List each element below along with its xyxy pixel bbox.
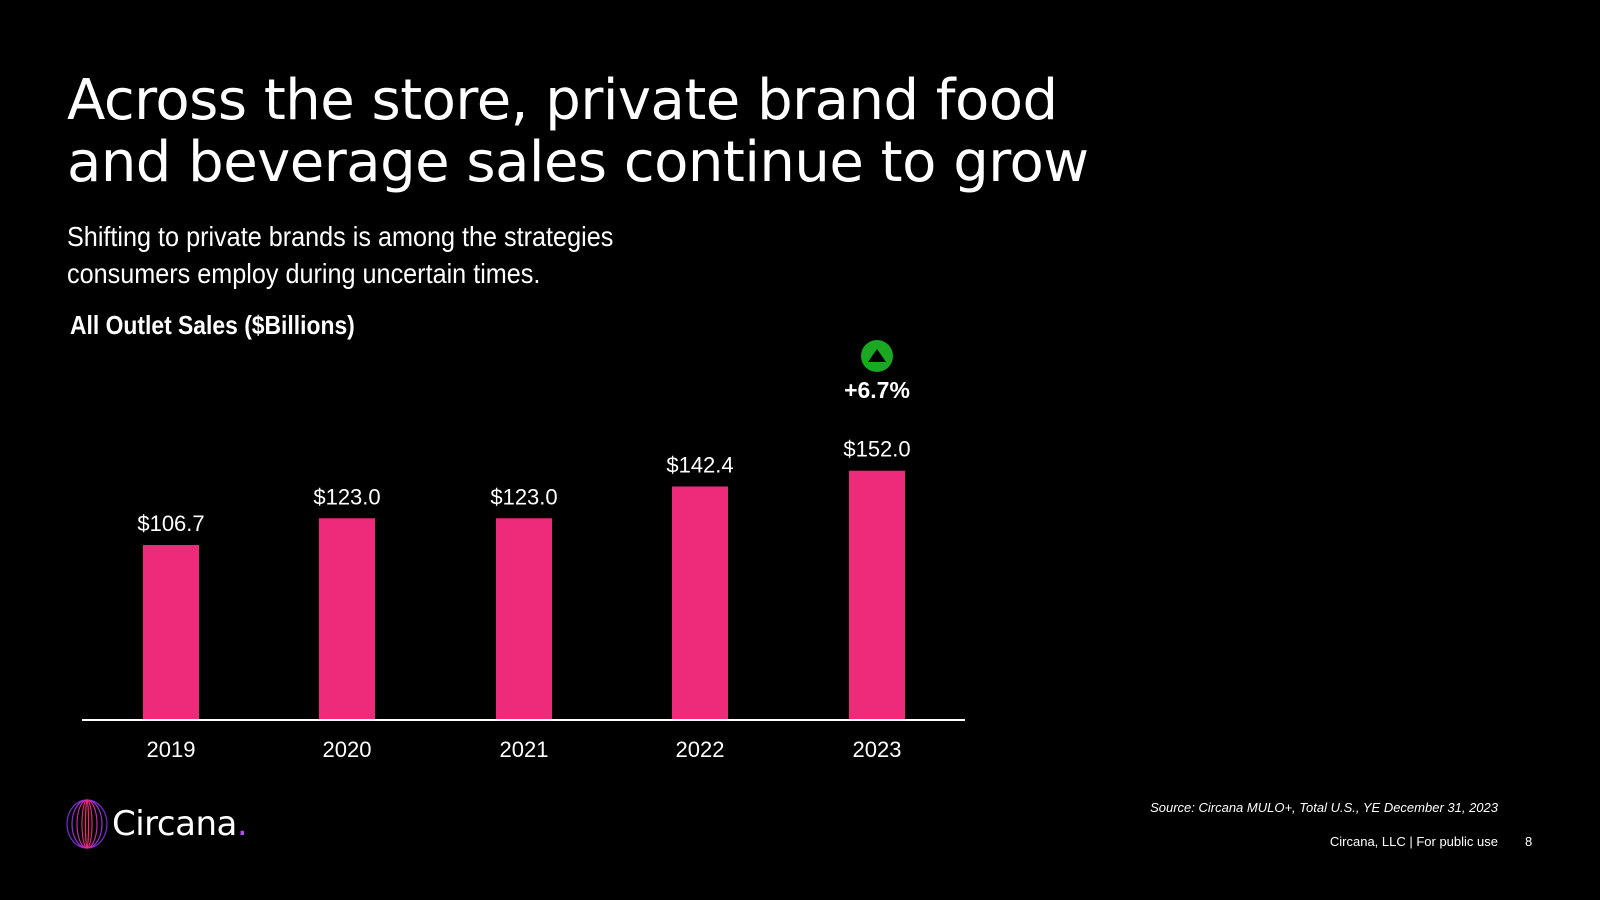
subtitle-line-1: Shifting to private brands is among the … (67, 221, 614, 252)
change-label: +6.7% (844, 377, 910, 403)
x-tick-label-2021: 2021 (500, 737, 549, 762)
value-label-2021: $123.0 (490, 484, 557, 509)
value-label-2020: $123.0 (313, 484, 380, 509)
bar-2019 (143, 545, 199, 720)
logo-wordmark: Circana (112, 804, 237, 844)
slide-title: Across the store, private brand food and… (67, 70, 1367, 194)
value-label-2023: $152.0 (843, 437, 910, 462)
bar-2021 (496, 518, 552, 720)
slide-subtitle: Shifting to private brands is among the … (67, 218, 751, 292)
x-tick-label-2019: 2019 (147, 737, 196, 762)
page-number: 8 (1525, 834, 1533, 849)
bar-2023 (849, 470, 905, 720)
footer-text: Circana, LLC | For public use (1329, 834, 1498, 849)
circana-logo: Circana . (64, 798, 248, 850)
logo-wordmark-dot: . (236, 804, 248, 844)
value-label-2019: $106.7 (137, 511, 204, 536)
circana-logo-icon (66, 799, 108, 849)
bar-2022 (672, 486, 728, 720)
x-tick-label-2023: 2023 (853, 737, 902, 762)
chart-title: All Outlet Sales ($Billions) (70, 310, 355, 340)
bar-2020 (319, 518, 375, 720)
x-tick-label-2020: 2020 (323, 737, 372, 762)
title-line-2: and beverage sales continue to grow (67, 130, 1089, 195)
title-line-1: Across the store, private brand food (67, 68, 1058, 133)
value-label-2022: $142.4 (666, 452, 733, 477)
source-note: Source: Circana MULO+, Total U.S., YE De… (1150, 800, 1498, 815)
x-tick-label-2022: 2022 (676, 737, 725, 762)
up-arrow-icon (868, 349, 886, 362)
subtitle-line-2: consumers employ during uncertain times. (67, 258, 541, 289)
